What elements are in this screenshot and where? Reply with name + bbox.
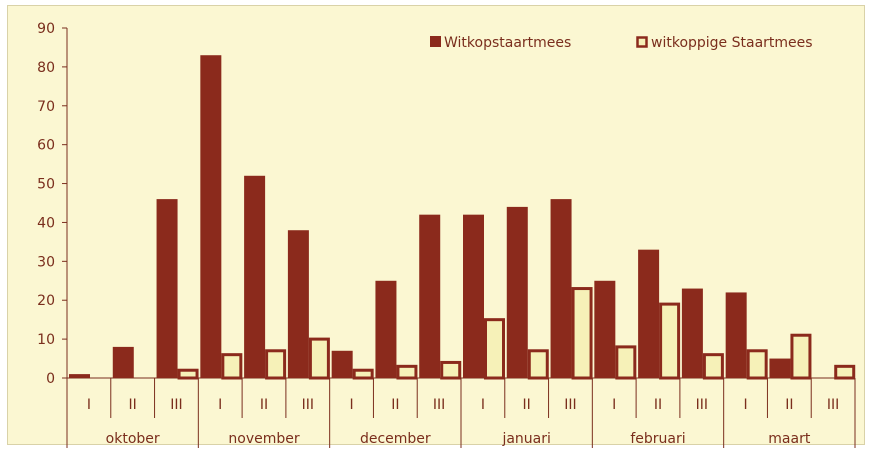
bar-witkoppige-staartmees	[615, 345, 637, 380]
bar-witkoppige-staartmees	[308, 337, 330, 380]
x-tick-label: II	[654, 397, 662, 413]
x-tick-label: II	[523, 397, 531, 413]
bar-witkoppige-staartmees	[177, 368, 199, 380]
bar-witkopstaartmees	[725, 292, 747, 378]
bar-witkoppige-staartmees	[746, 349, 768, 380]
x-tick-label: III	[433, 397, 445, 413]
bar-witkoppige-staartmees	[659, 302, 681, 380]
bar-witkopstaartmees	[156, 199, 178, 378]
bar-witkoppige-staartmees	[702, 353, 724, 380]
y-tick-label: 40	[37, 215, 55, 231]
bar-witkoppige-staartmees	[352, 368, 374, 380]
bar-witkopstaartmees	[419, 214, 441, 378]
bar-witkopstaartmees	[550, 199, 572, 378]
x-group-label: maart	[768, 431, 811, 447]
bar-witkopstaartmees	[200, 55, 222, 378]
x-tick-label: III	[302, 397, 314, 413]
x-tick-label: II	[391, 397, 399, 413]
y-tick-label: 20	[37, 293, 55, 309]
bar-witkopstaartmees	[463, 214, 484, 378]
x-group-label: oktober	[106, 431, 160, 447]
bar-witkopstaartmees	[112, 346, 134, 378]
bar-witkopstaartmees	[638, 249, 660, 378]
x-tick-label: I	[87, 397, 91, 413]
x-tick-label: I	[218, 397, 222, 413]
x-tick-label: I	[743, 397, 747, 413]
bar-witkopstaartmees	[594, 280, 616, 378]
bar-witkopstaartmees	[244, 175, 266, 378]
bar-witkopstaartmees	[506, 206, 528, 378]
legend-label-witkoppige-staartmees: witkoppige Staartmees	[651, 35, 813, 51]
y-tick-label: 70	[37, 99, 55, 115]
bar-witkoppige-staartmees	[221, 353, 243, 380]
bar-witkoppige-staartmees	[527, 349, 549, 380]
x-group-label: februari	[630, 431, 685, 447]
bar-witkopstaartmees	[287, 230, 309, 378]
bar-witkopstaartmees	[69, 374, 90, 378]
bar-witkopstaartmees	[375, 280, 397, 378]
bar-witkoppige-staartmees	[265, 349, 287, 380]
bar-witkoppige-staartmees	[834, 364, 856, 380]
y-tick-label: 10	[37, 332, 55, 348]
y-tick-label: 90	[37, 21, 55, 37]
bar-witkoppige-staartmees	[790, 333, 812, 380]
bar-witkoppige-staartmees	[571, 287, 593, 380]
x-group-label: december	[360, 431, 431, 447]
bar-witkopstaartmees	[769, 358, 791, 378]
x-tick-label: III	[170, 397, 182, 413]
y-tick-label: 60	[37, 138, 55, 154]
legend-label-witkopstaartmees: Witkopstaartmees	[444, 35, 571, 51]
y-tick-label: 50	[37, 177, 55, 193]
bar-witkopstaartmees	[681, 288, 703, 378]
bar-witkoppige-staartmees	[484, 318, 505, 380]
x-tick-label: III	[696, 397, 708, 413]
bar-witkoppige-staartmees	[396, 364, 418, 380]
legend-swatch-witkoppige-staartmees	[636, 36, 648, 48]
x-group-label: januari	[501, 431, 550, 447]
x-tick-label: I	[612, 397, 616, 413]
x-tick-label: II	[129, 397, 137, 413]
x-tick-label: III	[564, 397, 576, 413]
x-tick-label: II	[260, 397, 268, 413]
bar-witkopstaartmees	[331, 350, 353, 378]
y-tick-label: 0	[46, 371, 55, 387]
y-tick-label: 80	[37, 60, 55, 76]
x-tick-label: III	[827, 397, 839, 413]
x-group-label: november	[228, 431, 299, 447]
bar-witkoppige-staartmees	[440, 360, 462, 380]
x-tick-label: I	[349, 397, 353, 413]
y-tick-label: 30	[37, 254, 55, 270]
x-tick-label: II	[785, 397, 793, 413]
x-tick-label: I	[481, 397, 485, 413]
legend-swatch-witkopstaartmees	[430, 36, 441, 47]
